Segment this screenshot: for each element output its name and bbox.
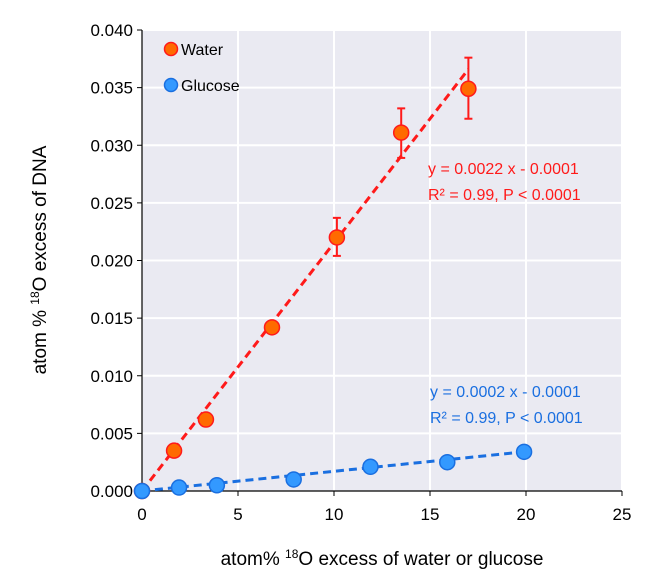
water-point bbox=[392, 124, 410, 141]
y-tick-label: 0.015 bbox=[90, 309, 133, 328]
y-axis-label: atom % 18O excess of DNA bbox=[28, 145, 51, 374]
glucose-point bbox=[439, 453, 456, 471]
x-tick-label: 0 bbox=[137, 505, 146, 524]
water-fit-line bbox=[140, 68, 470, 492]
y-tick-label: 0.005 bbox=[90, 424, 133, 443]
x-tick-label: 25 bbox=[613, 505, 632, 524]
y-tick-label: 0.020 bbox=[90, 252, 133, 271]
x-tick-label: 5 bbox=[233, 505, 242, 524]
gridlines bbox=[142, 29, 623, 491]
y-tick-label: 0.035 bbox=[90, 79, 133, 98]
y-tick-label: 0.040 bbox=[90, 21, 133, 40]
water-r2: R² = 0.99, P < 0.0001 bbox=[428, 187, 581, 204]
water-point bbox=[197, 411, 215, 428]
x-tick-label: 10 bbox=[325, 505, 344, 524]
legend-marker-water bbox=[163, 41, 179, 57]
data-points bbox=[133, 56, 533, 500]
x-tick-label: 15 bbox=[421, 505, 440, 524]
legend-marker-glucose bbox=[163, 77, 179, 93]
x-axis-label: atom% 18O excess of water or glucose bbox=[221, 547, 544, 570]
glucose-equation: y = 0.0002 x - 0.0001 bbox=[430, 384, 581, 401]
glucose-point bbox=[208, 476, 226, 494]
glucose-point bbox=[515, 443, 533, 461]
glucose-point bbox=[285, 471, 302, 488]
fit-lines bbox=[140, 68, 525, 493]
water-point bbox=[460, 80, 477, 98]
x-tick-label: 20 bbox=[517, 505, 536, 524]
legend-label-glucose: Glucose bbox=[181, 78, 240, 95]
water-equation: y = 0.0022 x - 0.0001 bbox=[428, 161, 579, 178]
legend-label-water: Water bbox=[181, 42, 224, 59]
glucose-point bbox=[362, 458, 379, 476]
water-point bbox=[328, 229, 346, 246]
water-point bbox=[263, 319, 281, 336]
y-tick-label: 0.030 bbox=[90, 136, 133, 155]
glucose-point bbox=[170, 479, 188, 496]
water-point bbox=[165, 442, 183, 459]
legend: Water Glucose bbox=[163, 41, 240, 95]
glucose-r2: R² = 0.99, P < 0.0001 bbox=[430, 410, 583, 427]
axes: 0 5 10 15 20 25 0.000 0.005 0.010 0.015 0.020 0.025… bbox=[90, 21, 631, 524]
y-tick-label: 0.025 bbox=[90, 194, 133, 213]
glucose-point bbox=[133, 482, 151, 500]
y-tick-label: 0.010 bbox=[90, 367, 133, 386]
y-tick-label: 0.000 bbox=[90, 482, 133, 501]
